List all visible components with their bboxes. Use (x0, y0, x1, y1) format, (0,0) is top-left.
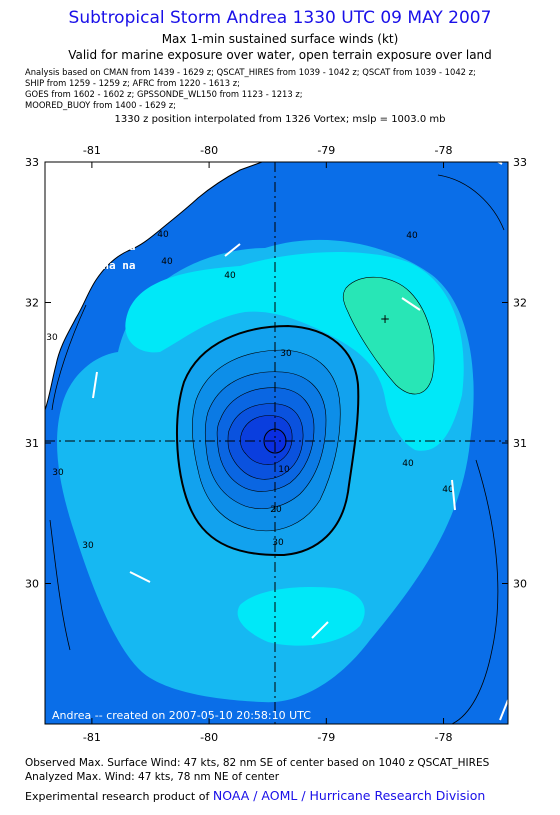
product-credit-prefix: Experimental research product of (25, 790, 213, 803)
wind-vector (499, 699, 509, 721)
y-tick-label-right: 33 (513, 156, 527, 169)
x-tick-label-top: -78 (435, 144, 453, 157)
analysis-line-4: MOORED_BUOY from 1400 - 1629 z; (25, 100, 176, 110)
wind-radii-header: QD 34K 50K 64K (56, 183, 149, 196)
y-tick-label-left: 30 (25, 578, 39, 591)
wind-vectors (92, 155, 509, 721)
observed-max-wind: Observed Max. Surface Wind: 47 kts, 82 n… (25, 757, 490, 769)
y-tick-label-left: 32 (25, 297, 39, 310)
coastline-land (45, 162, 263, 724)
wind-vector (451, 479, 456, 511)
wind-radii-title: WIND RADII (NM) (53, 163, 152, 176)
contour-label: 40 (406, 231, 418, 241)
chart-subtitle-validity: Valid for marine exposure over water, op… (68, 48, 492, 62)
wind-vector (311, 621, 329, 639)
analyzed-max-wind: Analyzed Max. Wind: 47 kts, 78 nm NE of … (25, 771, 280, 783)
x-tick-label-bottom: -78 (435, 731, 453, 744)
y-tick-label-right: 31 (513, 437, 527, 450)
wind-vector (224, 243, 241, 257)
wind-vector (487, 155, 503, 165)
x-tick-label-top: -80 (200, 144, 218, 157)
contour-label: 40 (161, 257, 173, 267)
analysis-line-3: GOES from 1602 - 1602 z; GPSSONDE_WL150 … (25, 89, 303, 99)
creation-credit: Andrea -- created on 2007-05-10 20:58:10… (52, 709, 311, 722)
contour-label: 40 (224, 271, 236, 281)
x-tick-label-bottom: -79 (317, 731, 335, 744)
y-tick-label-left: 31 (25, 437, 39, 450)
contour-45-max (342, 276, 435, 395)
y-tick-label-right: 30 (513, 578, 527, 591)
x-tick-label-bottom: -81 (83, 731, 101, 744)
wind-vector (401, 297, 421, 311)
chart-title: Subtropical Storm Andrea 1330 UTC 09 MAY… (68, 8, 492, 28)
analyzed-max-marker: + (380, 312, 390, 326)
wind-vector (92, 371, 98, 399)
chart-subtitle-units: Max 1-min sustained surface winds (kt) (161, 32, 399, 46)
contour-label: 40 (402, 459, 414, 469)
interpolation-note: 1330 z position interpolated from 1326 V… (114, 114, 446, 125)
analysis-line-1: Analysis based on CMAN from 1439 - 1629 … (25, 67, 476, 77)
contour-label: 30 (82, 541, 94, 551)
wind-radii-nw: NW 118 na na (56, 259, 135, 272)
wind-radii-box: WIND RADII (NM) QD 34K 50K 64K NE 141 na… (53, 163, 152, 272)
x-tick-label-top: -79 (317, 144, 335, 157)
contour-label: 30 (46, 333, 58, 343)
contour-labels: 40 40 40 40 40 40 30 30 30 30 30 20 10 (46, 230, 454, 551)
contour-label: 40 (442, 485, 454, 495)
contour-label: 20 (270, 505, 282, 515)
wind-radii-ne: NE 141 na na (56, 202, 135, 215)
y-tick-label-right: 32 (513, 297, 527, 310)
y-tick-label-left: 33 (25, 156, 39, 169)
product-credit: Experimental research product of NOAA / … (25, 788, 485, 803)
contour-field (45, 162, 508, 724)
axes: -81 -81 -80 -80 -79 -79 -78 -78 33 33 32 32 31 31 30 30 (25, 144, 527, 744)
contour-label: 40 (157, 230, 169, 240)
contour-label: 30 (52, 468, 64, 478)
wind-vector (129, 571, 151, 583)
wind-radii-se: SE 121 na na (56, 221, 135, 234)
outer-contour-40-line (451, 459, 499, 724)
contour-label: 30 (280, 349, 292, 359)
wind-radii-sw: SW 111 na na (56, 240, 135, 253)
analysis-line-2: SHIP from 1259 - 1259 z; AFRC from 1220 … (25, 78, 240, 88)
x-tick-label-top: -81 (83, 144, 101, 157)
contour-40-south (237, 586, 365, 646)
outer-contour-30-line (49, 174, 505, 651)
noaa-aoml-link[interactable]: NOAA / AOML / Hurricane Research Divisio… (212, 788, 486, 803)
x-tick-label-bottom: -80 (200, 731, 218, 744)
contour-label: 30 (272, 538, 284, 548)
contour-label: 10 (278, 465, 290, 475)
